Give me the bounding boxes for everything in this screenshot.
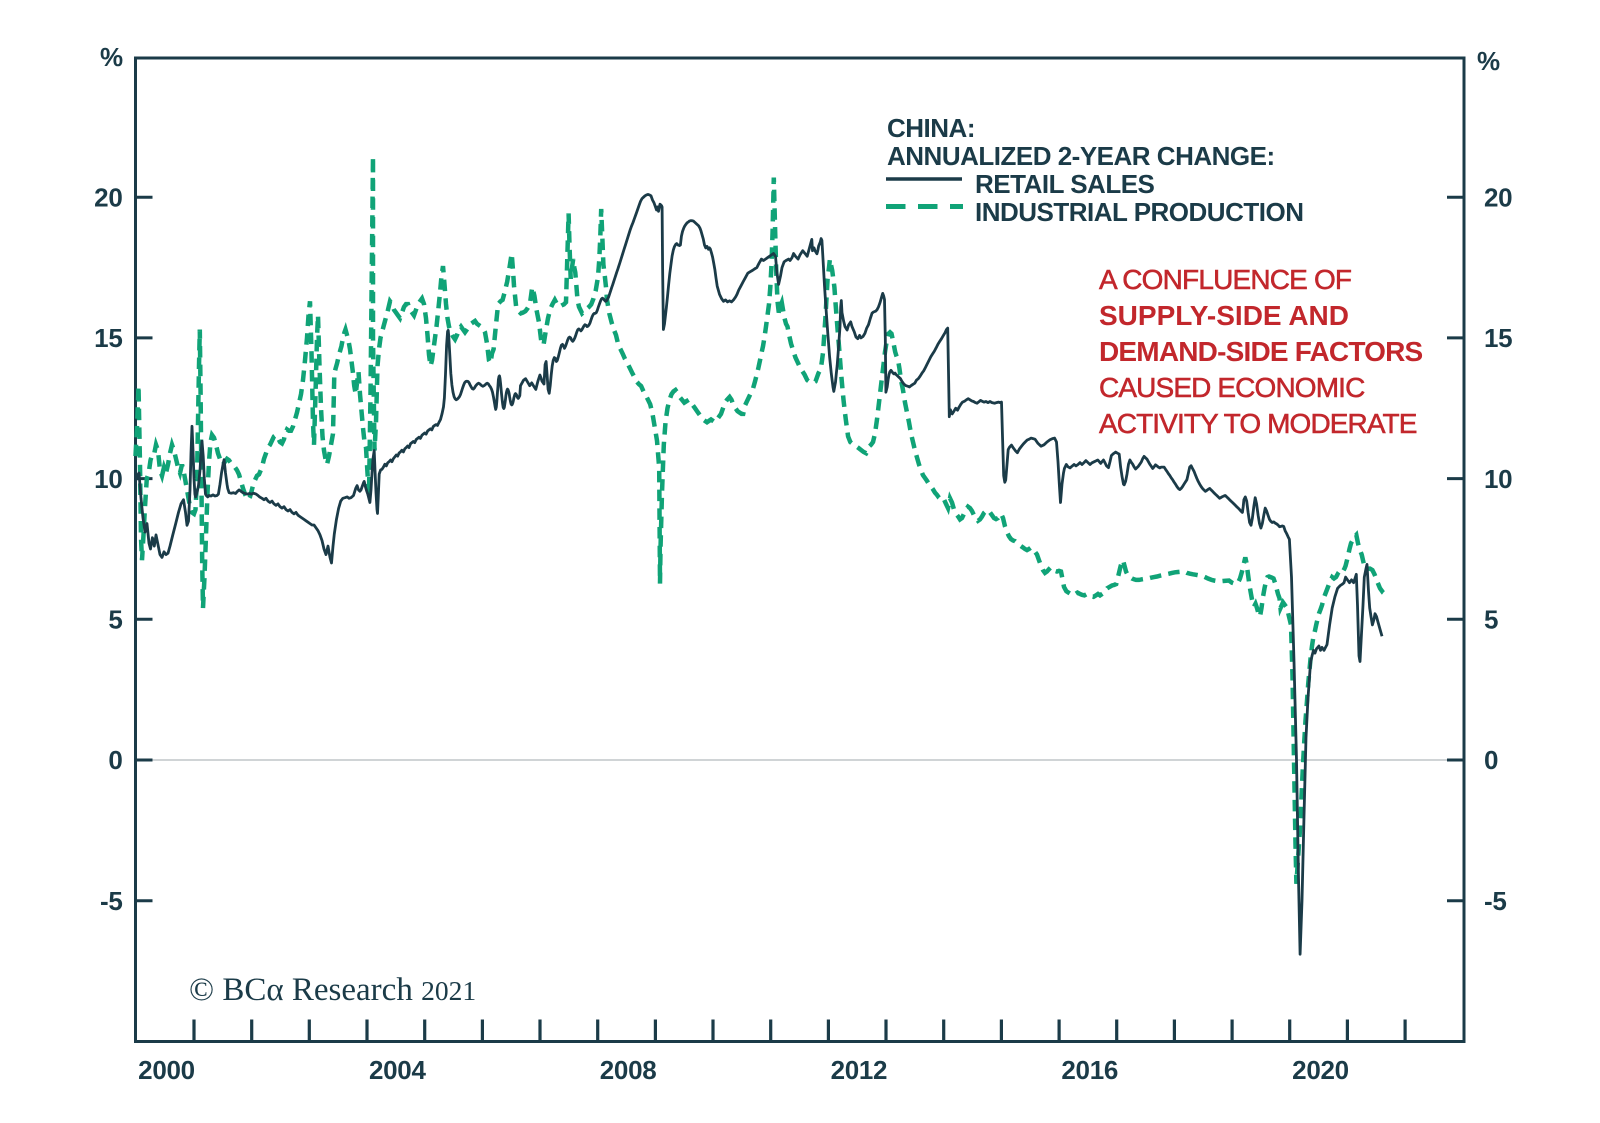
svg-text:INDUSTRIAL PRODUCTION: INDUSTRIAL PRODUCTION [975, 197, 1303, 227]
svg-text:-5: -5 [100, 886, 123, 916]
svg-text:DEMAND-SIDE FACTORS: DEMAND-SIDE FACTORS [1099, 336, 1423, 367]
svg-text:0: 0 [1484, 745, 1498, 775]
svg-text:2004: 2004 [369, 1055, 426, 1085]
svg-text:2000: 2000 [138, 1055, 195, 1085]
svg-text:© BCα Research 2021: © BCα Research 2021 [189, 972, 476, 1008]
svg-text:%: % [100, 42, 123, 72]
svg-text:ACTIVITY TO MODERATE: ACTIVITY TO MODERATE [1099, 408, 1417, 439]
svg-text:20: 20 [94, 182, 122, 212]
svg-text:2016: 2016 [1061, 1055, 1118, 1085]
svg-text:SUPPLY-SIDE AND: SUPPLY-SIDE AND [1099, 300, 1349, 331]
svg-text:-5: -5 [1484, 886, 1507, 916]
svg-text:CHINA:: CHINA: [887, 113, 975, 143]
svg-text:CAUSED ECONOMIC: CAUSED ECONOMIC [1099, 372, 1365, 403]
svg-text:20: 20 [1484, 182, 1512, 212]
svg-text:10: 10 [94, 464, 122, 494]
svg-text:15: 15 [1484, 323, 1512, 353]
svg-text:2012: 2012 [831, 1055, 888, 1085]
svg-text:A CONFLUENCE OF: A CONFLUENCE OF [1099, 264, 1351, 295]
svg-text:5: 5 [108, 605, 122, 635]
svg-text:2020: 2020 [1292, 1055, 1349, 1085]
svg-text:0: 0 [108, 745, 122, 775]
svg-text:15: 15 [94, 323, 122, 353]
svg-text:2008: 2008 [600, 1055, 657, 1085]
svg-text:RETAIL SALES: RETAIL SALES [975, 169, 1155, 199]
svg-text:%: % [1477, 46, 1500, 76]
svg-text:10: 10 [1484, 464, 1512, 494]
svg-text:ANNUALIZED 2-YEAR CHANGE:: ANNUALIZED 2-YEAR CHANGE: [887, 141, 1275, 171]
svg-text:5: 5 [1484, 605, 1498, 635]
